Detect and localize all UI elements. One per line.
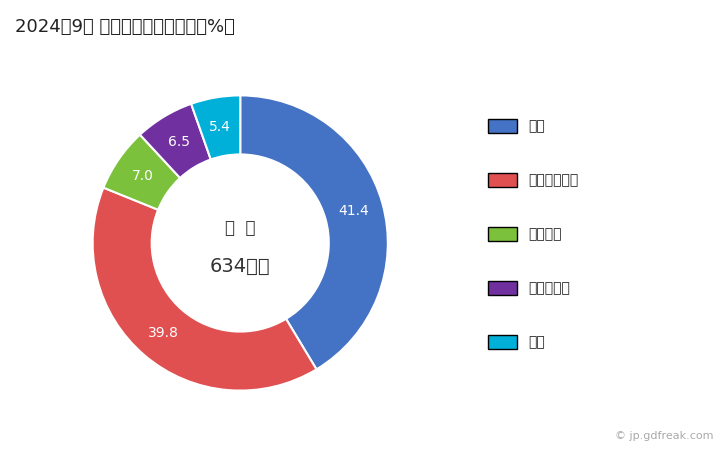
Text: 2024年9月 輸出相手国のシェア（%）: 2024年9月 輸出相手国のシェア（%） bbox=[15, 18, 234, 36]
Text: ベトナム: ベトナム bbox=[528, 227, 561, 241]
Text: インドネシア: インドネシア bbox=[528, 173, 578, 187]
Text: 634万円: 634万円 bbox=[210, 257, 271, 276]
Text: 5.4: 5.4 bbox=[210, 120, 232, 134]
Text: マレーシア: マレーシア bbox=[528, 281, 570, 295]
Wedge shape bbox=[103, 135, 180, 210]
Text: 41.4: 41.4 bbox=[339, 204, 369, 218]
Wedge shape bbox=[240, 95, 388, 369]
Wedge shape bbox=[92, 188, 317, 391]
Wedge shape bbox=[191, 95, 240, 159]
Text: 6.5: 6.5 bbox=[168, 135, 190, 149]
Text: 中国: 中国 bbox=[528, 335, 545, 349]
Text: 7.0: 7.0 bbox=[132, 169, 154, 183]
Text: 総  額: 総 額 bbox=[225, 219, 256, 237]
Text: © jp.gdfreak.com: © jp.gdfreak.com bbox=[615, 431, 713, 441]
Text: タイ: タイ bbox=[528, 119, 545, 133]
Text: 39.8: 39.8 bbox=[149, 326, 179, 340]
Wedge shape bbox=[140, 104, 211, 178]
